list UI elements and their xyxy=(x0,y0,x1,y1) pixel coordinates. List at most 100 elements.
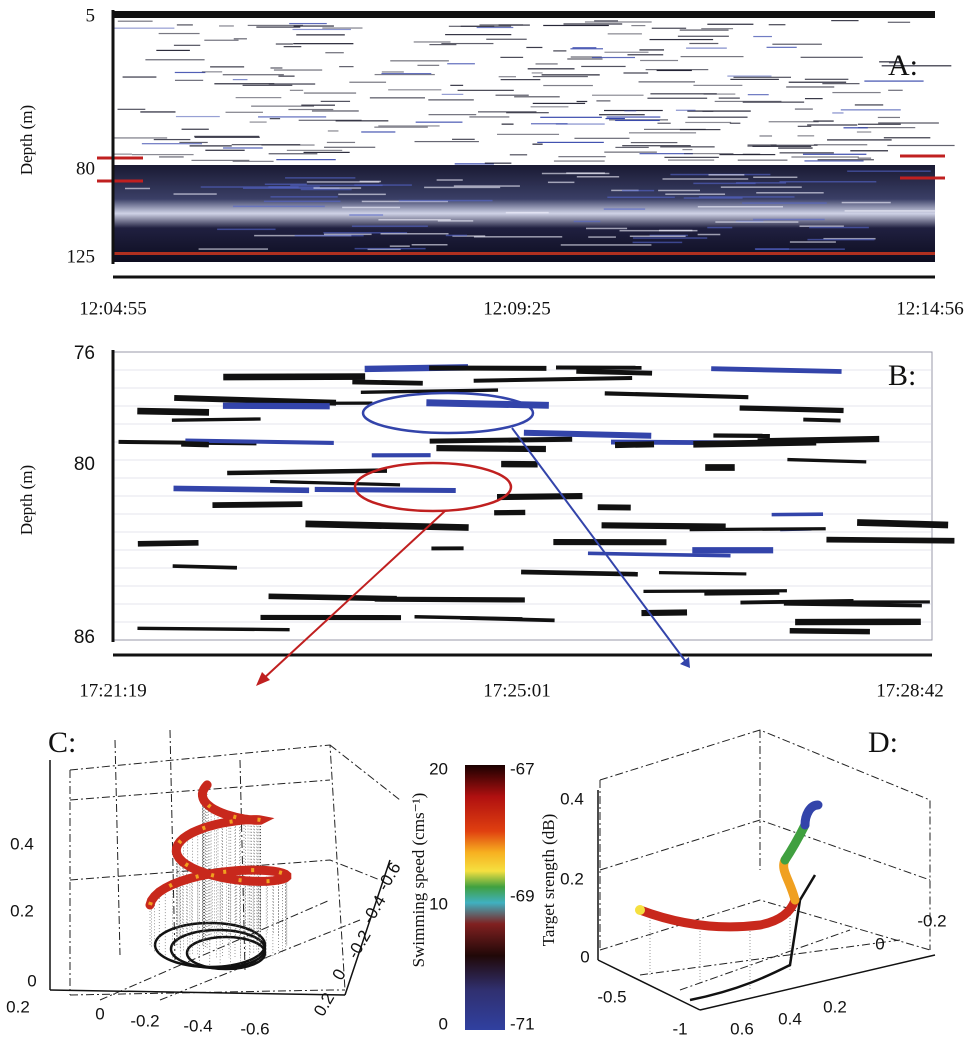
echo-speckle xyxy=(730,78,779,80)
echo-speckle xyxy=(263,200,341,203)
echo-speckle xyxy=(720,186,802,188)
fish-track xyxy=(641,609,688,617)
echo-speckle xyxy=(592,94,644,96)
echo-speckle xyxy=(553,160,605,162)
echo-speckle xyxy=(632,237,708,239)
echo-speckle xyxy=(619,229,698,232)
echo-speckle xyxy=(532,102,586,105)
echo-speckle xyxy=(541,172,610,175)
x-tick-label: 0 xyxy=(95,1004,104,1023)
fish-track xyxy=(314,486,456,494)
fish-track xyxy=(713,433,770,439)
echo-speckle xyxy=(639,153,693,155)
echo-speckle xyxy=(747,144,777,146)
echo-speckle xyxy=(887,144,955,147)
echo-speckle xyxy=(473,236,563,238)
x-tick-label: 12:04:55 xyxy=(79,298,147,319)
echo-speckle xyxy=(660,146,715,148)
echo-speckle xyxy=(450,84,464,86)
colorbar-tick-label: 0 xyxy=(439,1014,448,1033)
echo-speckle xyxy=(131,153,194,156)
echogram-band xyxy=(113,165,935,262)
echo-speckle xyxy=(288,108,334,111)
blue-ellipse xyxy=(361,391,535,435)
fish-track xyxy=(137,626,290,632)
colorbar-tick-label: -67 xyxy=(510,759,535,778)
echo-speckle xyxy=(124,187,151,190)
fish-track xyxy=(826,536,955,544)
echo-speckle xyxy=(303,151,350,153)
echo-speckle xyxy=(173,193,217,195)
echo-speckle xyxy=(752,145,812,147)
fish-track xyxy=(692,547,774,554)
surface-line xyxy=(113,11,935,18)
echo-speckle xyxy=(588,236,616,238)
echo-speckle xyxy=(173,44,201,46)
y-tick-label: 86 xyxy=(74,627,95,648)
echo-speckle xyxy=(864,80,924,82)
echo-speckle xyxy=(189,145,232,147)
echo-speckle xyxy=(428,99,474,101)
echo-speckle xyxy=(477,111,537,113)
echo-speckle xyxy=(198,248,269,250)
echo-speckle xyxy=(231,144,301,146)
x-tick-label: 17:25:01 xyxy=(483,680,551,701)
echo-speckle xyxy=(630,141,678,144)
echo-speckle xyxy=(437,220,474,222)
fish-track xyxy=(705,464,735,471)
echo-speckle xyxy=(174,79,204,81)
echo-speckle xyxy=(380,233,449,235)
axis xyxy=(597,959,701,1011)
echo-speckle xyxy=(831,20,859,22)
echo-speckle xyxy=(858,127,916,129)
echo-speckle xyxy=(505,211,549,214)
echo-speckle xyxy=(354,184,412,186)
echo-speckle xyxy=(754,248,789,250)
echo-speckle xyxy=(306,181,380,183)
echo-speckle xyxy=(289,89,304,91)
echo-speckle xyxy=(514,96,560,98)
echo-speckle xyxy=(141,143,202,145)
echo-speckle xyxy=(292,28,351,31)
echo-speckle xyxy=(457,89,514,91)
echo-speckle xyxy=(117,20,153,22)
echo-speckle xyxy=(623,72,649,74)
axes-box xyxy=(599,729,931,991)
echo-speckle xyxy=(779,152,834,154)
echogram-tracks xyxy=(113,364,955,635)
echo-speckle xyxy=(436,179,463,181)
echo-speckle xyxy=(708,174,745,176)
colorbar-tick-label: -71 xyxy=(510,1014,535,1033)
panel-a: 5 80 125 Depth (m) 12:04:55 12:09:25 12:… xyxy=(17,5,964,319)
fish-track xyxy=(521,569,638,577)
fish-track xyxy=(222,402,330,410)
axes-box xyxy=(69,729,401,1001)
echo-speckle xyxy=(742,202,827,204)
echo-speckle xyxy=(768,24,786,26)
echo-speckle xyxy=(194,135,260,137)
echo-speckle xyxy=(840,109,901,111)
fish-track xyxy=(173,485,310,494)
echo-speckle xyxy=(576,176,620,178)
echo-speckle xyxy=(599,114,645,116)
echo-speckle xyxy=(428,114,477,116)
echo-speckle xyxy=(689,42,719,45)
echo-speckle xyxy=(448,25,495,27)
axis xyxy=(344,859,391,996)
echo-speckle xyxy=(888,62,902,64)
fish-track xyxy=(268,593,397,602)
echo-speckle xyxy=(647,97,708,99)
echo-speckle xyxy=(381,71,404,73)
echo-speckle xyxy=(586,227,628,230)
echo-speckle xyxy=(804,78,849,80)
echo-speckle xyxy=(606,116,661,118)
echo-speckle xyxy=(543,84,593,87)
echo-speckle xyxy=(452,138,475,140)
echo-speckle xyxy=(117,108,146,110)
echo-speckle xyxy=(753,35,772,38)
echo-speckle xyxy=(351,225,428,227)
echo-speckle xyxy=(217,228,276,231)
echo-speckle xyxy=(498,76,516,78)
echo-speckle xyxy=(378,125,440,127)
echo-speckle xyxy=(114,27,175,29)
